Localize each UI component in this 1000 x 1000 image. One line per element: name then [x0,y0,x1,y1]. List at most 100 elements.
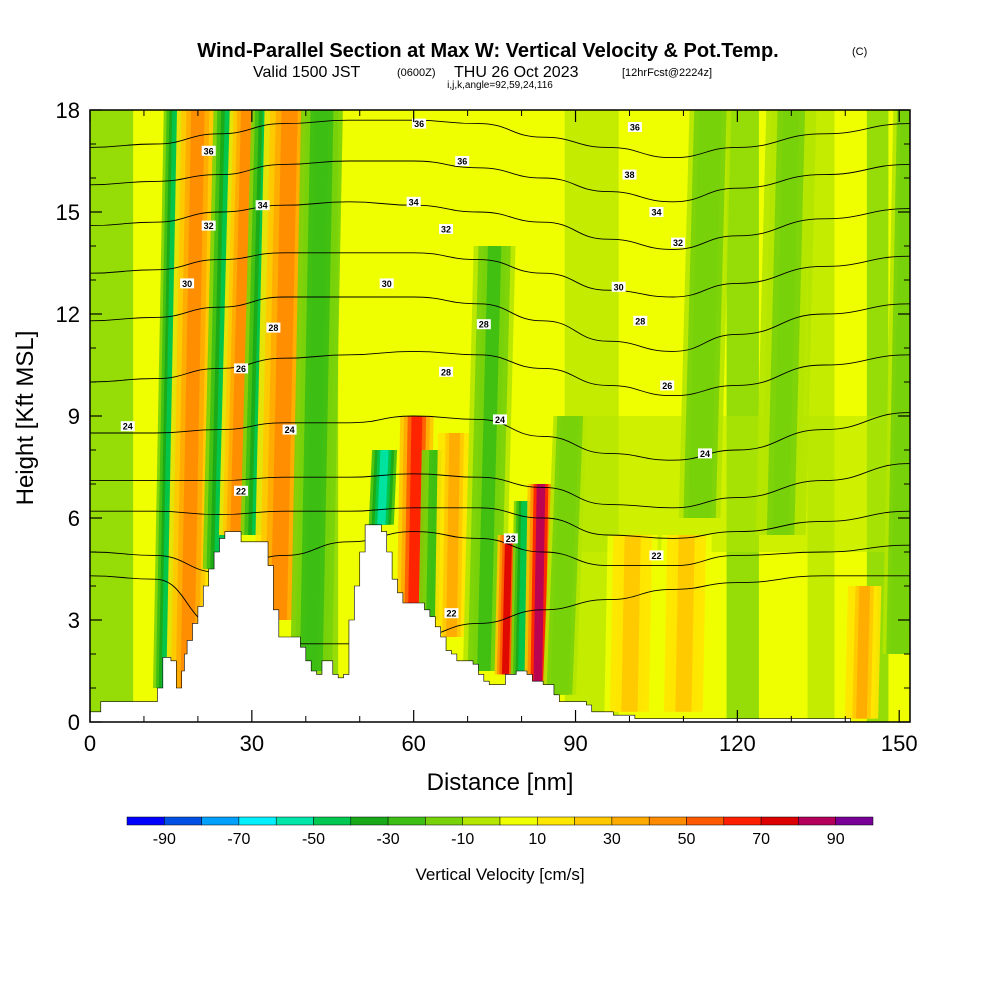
velocity-cell [675,535,695,712]
velocity-cell [501,535,513,675]
x-axis-label: Distance [nm] [427,769,574,796]
theta-contour-30 [90,252,910,298]
contour-label-box [649,550,664,561]
theta-contour-26 [90,350,910,397]
contour-label: 32 [673,238,683,248]
chart-title: Wind-Parallel Section at Max W: Vertical… [197,40,778,62]
contour-label: 28 [268,323,278,333]
contour-label-box [611,281,626,292]
contour-label: 34 [409,197,419,207]
x-tick-label: 90 [563,731,587,756]
velocity-cell [477,246,502,671]
contour-label-box [439,366,454,377]
y-tick-label: 15 [56,200,80,225]
colorbar-label: Vertical Velocity [cm/s] [415,865,584,884]
colorbar-swatch [425,816,463,826]
contour-label: 24 [495,415,505,425]
contour-label: 34 [651,208,661,218]
x-tick-label: 30 [240,731,264,756]
colorbar-swatch [201,816,240,826]
velocity-band [553,416,910,552]
colorbar-tick-label: -70 [227,831,250,848]
colorbar-tick-label: 70 [752,831,770,848]
contour-label: 32 [441,225,451,235]
contour-label: 24 [700,449,710,459]
colorbar-tick-label: -90 [153,831,176,848]
contour-label: 28 [479,320,489,330]
theta-contour-28 [90,296,910,352]
colorbar-tick-label: -30 [377,831,400,848]
contour-label-box [698,448,712,459]
contour-label-box [633,315,648,326]
velocity-cell [856,586,871,719]
contour-label: 26 [236,364,246,374]
contour-label: 30 [614,282,624,292]
velocity-cell [692,110,718,518]
contour-label-box [201,145,216,156]
contour-label: 24 [285,425,295,435]
grid-params: i,j,k,angle=92,59,24,116 [447,80,553,91]
valid-time-zulu: (0600Z) [397,67,436,79]
contour-label-box [671,237,686,248]
contour-label-box [180,278,195,289]
y-tick-label: 9 [68,404,80,429]
colorbar-swatch [574,816,613,826]
contour-label-box [503,533,518,544]
colorbar-swatch [313,816,352,826]
theta-contour-34 [90,160,910,203]
x-tick-label: 0 [84,731,96,756]
colorbar-swatch [499,816,538,826]
contour-label-box [493,414,507,425]
colorbar: -90 -70 -50 -30 -10 10 30 50 70 90 [126,816,874,848]
contour-label-box [660,380,675,391]
contour-label: 28 [441,367,451,377]
contour-labels: 24 36 32 30 26 22 34 28 24 36 36 34 32 30 28 28 24 23 22 36… [120,118,712,619]
contour-label-box [120,421,135,432]
contour-label: 22 [651,551,661,561]
colorbar-swatch [760,816,799,826]
contour-label-box [255,200,270,211]
y-tick-label: 18 [56,98,80,123]
contour-label: 22 [446,609,456,619]
contour-label-box [476,319,491,330]
contour-label: 26 [662,381,672,391]
contour-label-box [444,608,459,619]
forecast-info: [12hrFcst@2224z] [622,67,712,79]
x-axis: 0 30 60 90 120 150 [84,110,918,756]
velocity-cell [408,416,423,603]
contour-label: 38 [624,170,634,180]
colorbar-swatch [798,816,836,826]
colorbar-swatch [238,816,277,826]
terrain [90,524,910,722]
contour-label: 36 [414,119,424,129]
x-tick-label: 120 [719,731,756,756]
colorbar-swatch [648,816,687,826]
velocity-cell [304,110,329,671]
colorbar-tick-label: -10 [451,831,474,848]
contour-label: 30 [382,279,392,289]
valid-time-a: Valid 1500 JST [253,64,361,81]
colorbar-tick-label: 50 [678,831,696,848]
colorbar-swatch [126,816,165,826]
contour-label-box [379,278,394,289]
velocity-cell [270,110,298,620]
colorbar-swatch [387,816,426,826]
contour-label-box [201,220,216,231]
contour-label-box [406,196,421,207]
theta-contour-24 [90,463,910,509]
contour-label-box [266,322,281,333]
vertical-velocity-field [90,110,910,722]
contour-label: 24 [123,422,133,432]
colorbar-swatch [537,816,575,826]
colorbar-swatch [462,816,501,826]
colorbar-tick-label: 30 [603,831,621,848]
velocity-cell [180,110,205,688]
colorbar-swatch [723,816,762,826]
velocity-cell [377,450,389,525]
colorbar-swatch [611,816,650,826]
contour-label-box [282,424,297,435]
theta-contour-24 [90,507,910,539]
